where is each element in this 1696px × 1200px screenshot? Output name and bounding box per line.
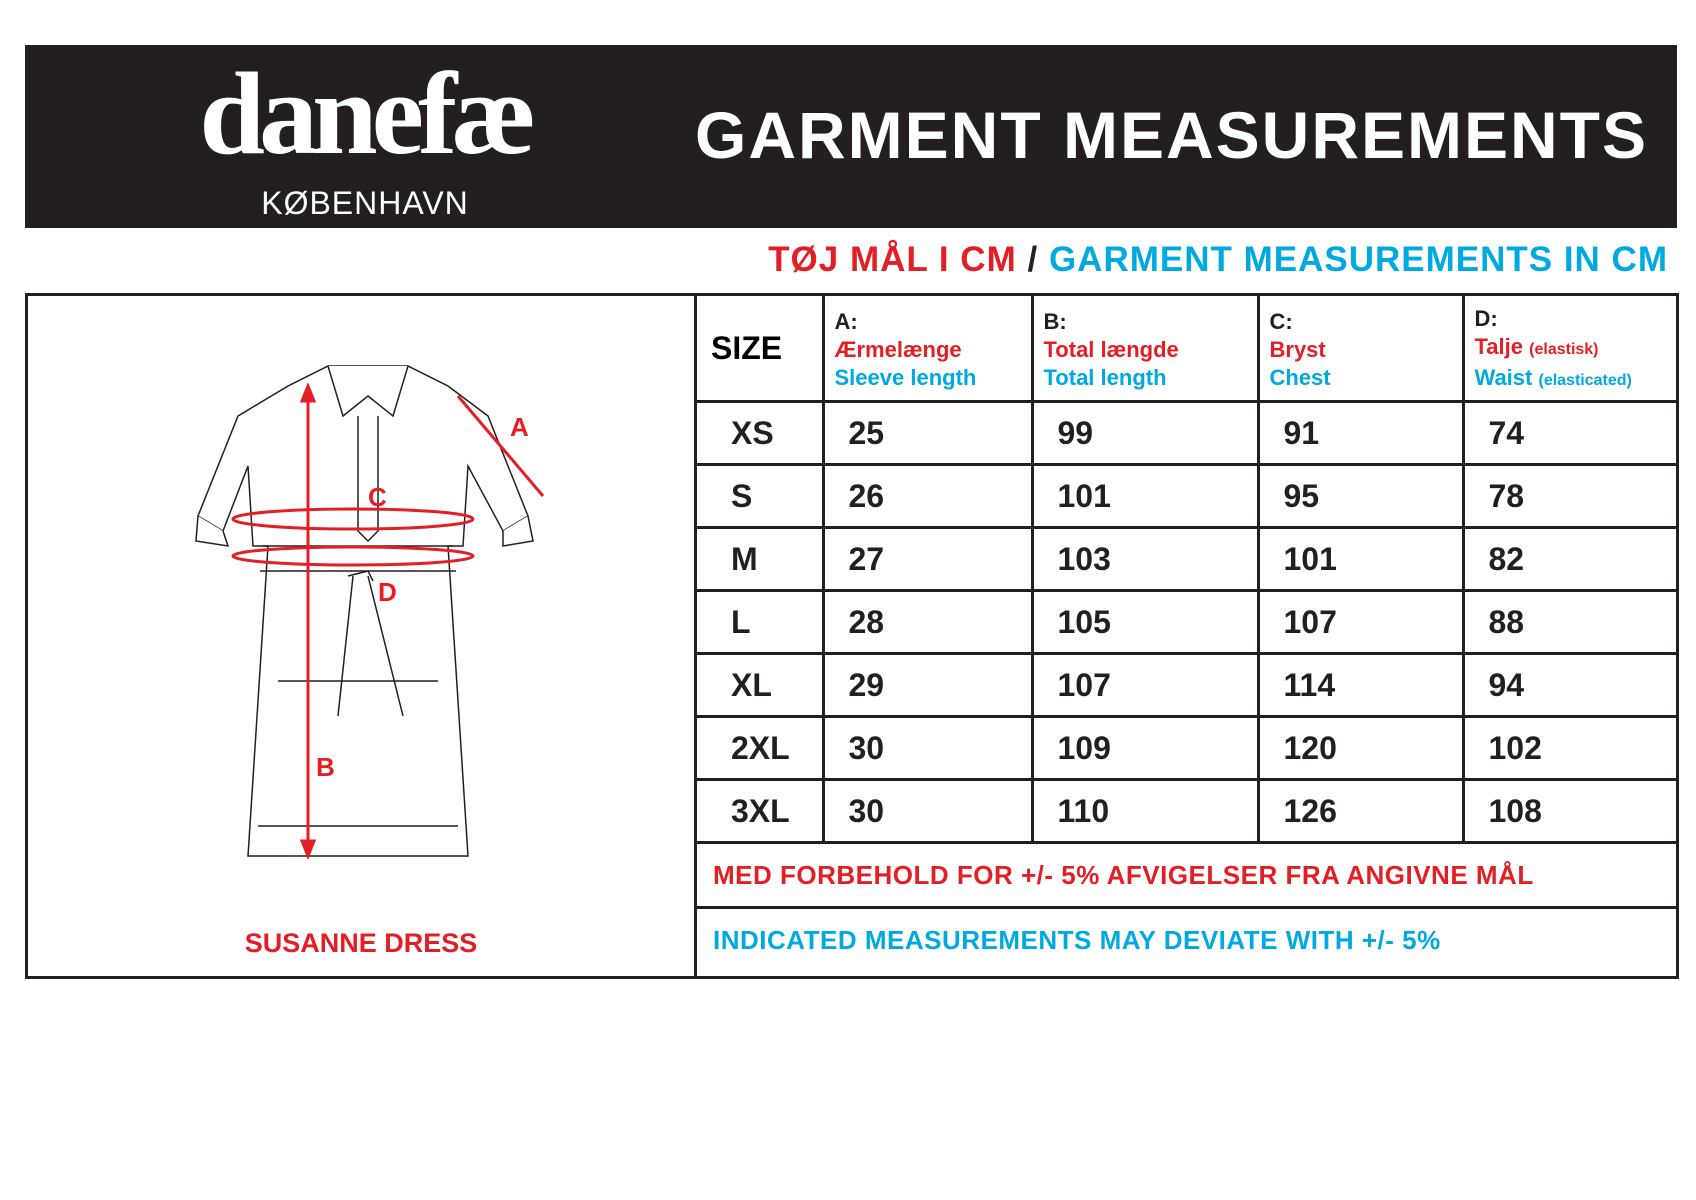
- size-cell: 2XL: [697, 715, 825, 781]
- table-row: XS 25 99 91 74: [697, 400, 1676, 466]
- measurement-cell: 109: [1030, 715, 1260, 781]
- measurement-cell: 26: [821, 463, 1034, 529]
- size-cell: L: [697, 589, 825, 655]
- measurement-panel: A B C D SUSANNE DRESS SIZE A: Ærmelænge …: [25, 293, 1679, 979]
- subtitle: TØJ MÅL I CM / GARMENT MEASUREMENTS IN C…: [768, 240, 1668, 280]
- size-cell: XL: [697, 652, 825, 718]
- size-cell: S: [697, 463, 825, 529]
- note-english: INDICATED MEASUREMENTS MAY DEVIATE WITH …: [697, 906, 1676, 971]
- measurement-cell: 114: [1256, 652, 1465, 718]
- table-row: 2XL 30 109 120 102: [697, 715, 1676, 781]
- size-cell: XS: [697, 400, 825, 466]
- subtitle-english: GARMENT MEASUREMENTS IN CM: [1048, 240, 1668, 279]
- header-banner: danefæ KØBENHAVN GARMENT MEASUREMENTS: [25, 45, 1677, 228]
- size-table: SIZE A: Ærmelænge Sleeve length B: Total…: [697, 296, 1676, 971]
- measurement-cell: 82: [1461, 526, 1676, 592]
- column-english: Sleeve length: [834, 365, 977, 390]
- brand-city: KØBENHAVN: [261, 185, 469, 221]
- measurement-cell: 88: [1461, 589, 1676, 655]
- table-row: XL 29 107 114 94: [697, 652, 1676, 718]
- measurement-cell: 78: [1461, 463, 1676, 529]
- column-letter: C:: [1269, 309, 1293, 334]
- dress-illustration-panel: A B C D SUSANNE DRESS: [28, 296, 697, 976]
- column-english: Chest: [1269, 365, 1331, 390]
- measurement-cell: 28: [821, 589, 1034, 655]
- marker-d: D: [378, 577, 397, 607]
- column-danish: Total længde: [1043, 337, 1179, 362]
- column-letter: A:: [834, 309, 858, 334]
- marker-c: C: [368, 482, 387, 512]
- measurement-cell: 30: [821, 778, 1034, 844]
- measurement-cell: 126: [1256, 778, 1465, 844]
- measurement-cell: 108: [1461, 778, 1676, 844]
- note-row-danish: MED FORBEHOLD FOR +/- 5% AFVIGELSER FRA …: [697, 841, 1676, 909]
- brand-logo: danefæ KØBENHAVN: [130, 45, 600, 228]
- subtitle-danish: TØJ MÅL I CM: [768, 240, 1017, 279]
- measurement-cell: 107: [1030, 652, 1260, 718]
- column-danish: Ærmelænge: [834, 337, 962, 362]
- column-danish: Talje: [1474, 334, 1524, 359]
- measurement-cell: 105: [1030, 589, 1260, 655]
- measurement-cell: 91: [1256, 400, 1465, 466]
- size-header: SIZE: [697, 296, 825, 403]
- brand-name: danefæ: [199, 48, 536, 179]
- measurement-cell: 110: [1030, 778, 1260, 844]
- table-row: 3XL 30 110 126 108: [697, 778, 1676, 844]
- measurement-cell: 95: [1256, 463, 1465, 529]
- subtitle-separator: /: [1027, 240, 1039, 279]
- table-row: L 28 105 107 88: [697, 589, 1676, 655]
- column-danish-note: (elastisk): [1529, 341, 1599, 358]
- note-danish: MED FORBEHOLD FOR +/- 5% AFVIGELSER FRA …: [697, 841, 1676, 909]
- measurement-cell: 29: [821, 652, 1034, 718]
- measurement-cell: 101: [1256, 526, 1465, 592]
- table-header-row: SIZE A: Ærmelænge Sleeve length B: Total…: [697, 296, 1676, 403]
- column-english: Total length: [1043, 365, 1167, 390]
- column-danish: Bryst: [1269, 337, 1326, 362]
- dress-sketch-icon: A B C D: [195, 365, 545, 861]
- measurement-cell: 103: [1030, 526, 1260, 592]
- column-header-d: D: Talje (elastisk) Waist (elasticated): [1461, 296, 1676, 403]
- measurement-cell: 107: [1256, 589, 1465, 655]
- column-header-a: A: Ærmelænge Sleeve length: [821, 296, 1034, 403]
- size-cell: M: [697, 526, 825, 592]
- column-header-c: C: Bryst Chest: [1256, 296, 1465, 403]
- measurement-cell: 27: [821, 526, 1034, 592]
- measurement-cell: 25: [821, 400, 1034, 466]
- note-row-english: INDICATED MEASUREMENTS MAY DEVIATE WITH …: [697, 906, 1676, 971]
- column-letter: B:: [1043, 309, 1067, 334]
- column-header-b: B: Total længde Total length: [1030, 296, 1260, 403]
- table-row: M 27 103 101 82: [697, 526, 1676, 592]
- table-row: S 26 101 95 78: [697, 463, 1676, 529]
- column-letter: D:: [1474, 306, 1498, 331]
- product-name: SUSANNE DRESS: [244, 928, 478, 958]
- measurement-cell: 120: [1256, 715, 1465, 781]
- measurement-cell: 94: [1461, 652, 1676, 718]
- measurement-cell: 101: [1030, 463, 1260, 529]
- measurement-cell: 102: [1461, 715, 1676, 781]
- marker-b: B: [316, 752, 335, 782]
- measurement-cell: 74: [1461, 400, 1676, 466]
- size-cell: 3XL: [697, 778, 825, 844]
- measurement-cell: 30: [821, 715, 1034, 781]
- column-english: Waist: [1474, 365, 1533, 390]
- marker-a: A: [510, 412, 529, 442]
- page-title: GARMENT MEASUREMENTS: [695, 98, 1649, 172]
- measurement-cell: 99: [1030, 400, 1260, 466]
- column-english-note: (elasticated): [1538, 372, 1632, 389]
